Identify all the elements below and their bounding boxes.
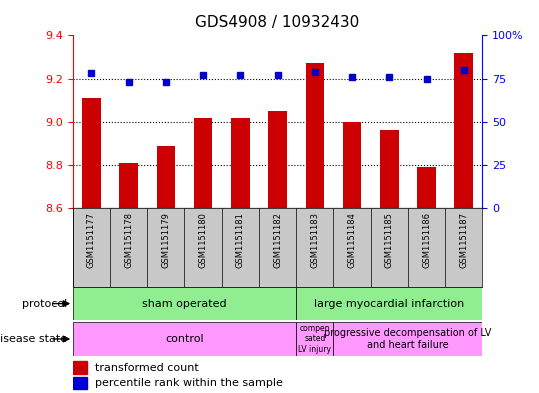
Text: GSM1151186: GSM1151186 bbox=[422, 212, 431, 268]
Text: progressive decompensation of LV
and heart failure: progressive decompensation of LV and hea… bbox=[324, 328, 492, 350]
Bar bbox=[156, 145, 175, 208]
Bar bbox=[343, 122, 361, 208]
Text: GSM1151180: GSM1151180 bbox=[198, 212, 208, 268]
Text: protocol: protocol bbox=[22, 299, 67, 309]
Text: GSM1151182: GSM1151182 bbox=[273, 212, 282, 268]
Bar bbox=[380, 130, 399, 208]
Bar bbox=[73, 377, 87, 389]
Bar bbox=[119, 163, 138, 208]
Bar bbox=[82, 98, 101, 208]
Bar bbox=[334, 322, 482, 356]
Text: GSM1151181: GSM1151181 bbox=[236, 212, 245, 268]
Text: GSM1151177: GSM1151177 bbox=[87, 212, 96, 268]
Text: percentile rank within the sample: percentile rank within the sample bbox=[95, 378, 283, 388]
Bar bbox=[296, 287, 482, 320]
Bar bbox=[454, 53, 473, 208]
Bar bbox=[73, 361, 87, 373]
Text: GSM1151187: GSM1151187 bbox=[459, 212, 468, 268]
Title: GDS4908 / 10932430: GDS4908 / 10932430 bbox=[196, 15, 360, 30]
Text: transformed count: transformed count bbox=[95, 362, 199, 373]
Bar bbox=[417, 167, 436, 208]
Text: control: control bbox=[165, 334, 204, 344]
Text: GSM1151178: GSM1151178 bbox=[124, 212, 133, 268]
Text: large myocardial infarction: large myocardial infarction bbox=[314, 299, 465, 309]
Text: compen
sated
LV injury: compen sated LV injury bbox=[298, 324, 331, 354]
Text: GSM1151184: GSM1151184 bbox=[348, 212, 357, 268]
Text: GSM1151179: GSM1151179 bbox=[161, 212, 170, 268]
Bar bbox=[194, 118, 212, 208]
Text: GSM1151185: GSM1151185 bbox=[385, 212, 394, 268]
Bar bbox=[306, 63, 324, 208]
Bar bbox=[296, 322, 334, 356]
Text: GSM1151183: GSM1151183 bbox=[310, 212, 319, 268]
Bar bbox=[73, 287, 296, 320]
Bar bbox=[231, 118, 250, 208]
Bar bbox=[268, 111, 287, 208]
Text: sham operated: sham operated bbox=[142, 299, 227, 309]
Text: disease state: disease state bbox=[0, 334, 67, 344]
Bar bbox=[73, 322, 296, 356]
